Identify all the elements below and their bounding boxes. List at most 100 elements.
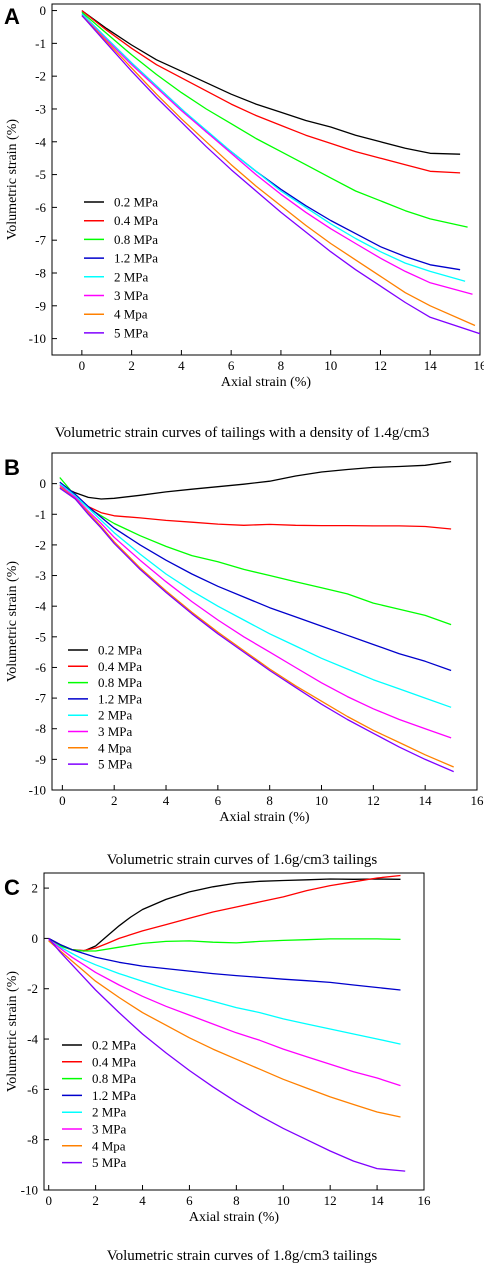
legend-label: 4 Mpa	[114, 307, 148, 322]
y-tick-label: -10	[29, 331, 46, 346]
x-tick-label: 2	[128, 358, 135, 373]
series-line-7	[48, 940, 401, 1118]
y-tick-label: -5	[35, 167, 46, 182]
y-tick-label: -6	[35, 660, 46, 675]
panel-b: B 0 2 4 6 8 10 12 14 16 0 -1 -2 -3 -4 -5 -6 -7 -8 -9 -10 Axia…	[4, 452, 484, 825]
series-line-8	[81, 15, 480, 335]
series-line-3	[59, 477, 452, 626]
y-tick-label: -4	[35, 134, 46, 149]
legend-label: 2 MPa	[98, 708, 133, 723]
legend-label: 4 Mpa	[92, 1138, 126, 1153]
series-line-2	[81, 10, 461, 174]
y-tick-label: -1	[35, 507, 46, 522]
legend-label: 5 MPa	[114, 325, 149, 340]
y-axis-label: Volumetric strain (%)	[5, 971, 20, 1092]
panel-a: A 0 2 4 6 8 10 12 14 16 0 -1 -2 -3 -4 -5 -6 -7 -8 -9 -10 Axia…	[4, 3, 484, 390]
series-line-5	[81, 13, 466, 282]
y-tick-label: -3	[35, 568, 46, 583]
x-tick-label: 10	[277, 1193, 290, 1208]
x-tick-label: 0	[59, 793, 66, 808]
legend-label: 0.8 MPa	[98, 675, 142, 690]
panel-caption: Volumetric strain curves of 1.8g/cm3 tai…	[107, 1248, 378, 1264]
x-tick-label: 16	[471, 793, 484, 808]
series-line-7	[81, 15, 476, 327]
series-line-2	[62, 487, 452, 530]
legend-label: 0.2 MPa	[92, 1038, 136, 1053]
panel-letter: B	[4, 455, 20, 480]
series-line-6	[81, 15, 473, 295]
y-tick-label: -10	[21, 1183, 38, 1198]
y-tick-label: 0	[32, 931, 39, 946]
legend-label: 3 MPa	[98, 724, 133, 739]
series-line-5	[48, 939, 401, 1045]
legend-label: 2 MPa	[114, 269, 149, 284]
x-tick-label: 8	[233, 1193, 240, 1208]
y-tick-label: -5	[35, 629, 46, 644]
series-line-1	[62, 460, 452, 500]
x-tick-label: 10	[315, 793, 328, 808]
x-tick-label: 14	[371, 1193, 385, 1208]
x-axis-label: Axial strain (%)	[221, 375, 312, 390]
panel-caption: Volumetric strain curves of tailings wit…	[55, 425, 430, 441]
y-axis-label: Volumetric strain (%)	[5, 119, 20, 240]
series-line-1	[48, 878, 401, 952]
legend-label: 0.4 MPa	[114, 213, 158, 228]
panel-letter: C	[4, 875, 20, 900]
y-tick-label: -2	[27, 981, 38, 996]
legend-label: 5 MPa	[98, 757, 133, 772]
y-tick-label: -6	[35, 200, 46, 215]
legend-label: 3 MPa	[92, 1122, 127, 1137]
legend-label: 4 Mpa	[98, 740, 132, 755]
series-line-3	[48, 938, 401, 952]
series-line-6	[59, 484, 452, 739]
series-line-8	[59, 487, 454, 773]
y-tick-label: -8	[35, 721, 46, 736]
x-tick-label: 12	[324, 1193, 337, 1208]
series-line-8	[48, 937, 406, 1172]
y-tick-label: -7	[35, 233, 46, 248]
legend-label: 0.8 MPa	[114, 232, 158, 247]
y-tick-label: 2	[32, 881, 39, 896]
panel-letter: A	[4, 4, 20, 29]
plot-frame	[43, 872, 425, 1191]
series-line-4	[59, 481, 452, 672]
x-tick-label: 16	[418, 1193, 432, 1208]
x-tick-label: 16	[474, 358, 484, 373]
series-line-7	[59, 486, 454, 768]
y-tick-label: -8	[35, 265, 46, 280]
legend-label: 0.2 MPa	[98, 643, 142, 658]
legend-label: 5 MPa	[92, 1155, 127, 1170]
series-line-5	[59, 483, 452, 708]
y-tick-label: -7	[35, 691, 46, 706]
y-tick-label: -10	[29, 783, 46, 798]
y-tick-label: -1	[35, 36, 46, 51]
legend-label: 0.8 MPa	[92, 1071, 136, 1086]
x-tick-label: 0	[79, 358, 86, 373]
x-tick-label: 12	[367, 793, 380, 808]
legend-label: 1.2 MPa	[114, 251, 158, 266]
x-tick-label: 8	[278, 358, 285, 373]
series-line-4	[48, 937, 401, 991]
x-tick-label: 8	[266, 793, 273, 808]
y-tick-label: 0	[40, 476, 47, 491]
series-line-1	[81, 10, 461, 155]
x-tick-label: 6	[215, 793, 222, 808]
panel-caption: Volumetric strain curves of 1.6g/cm3 tai…	[107, 852, 378, 868]
x-tick-label: 4	[178, 358, 185, 373]
y-tick-label: -2	[35, 537, 46, 552]
y-tick-label: -2	[35, 69, 46, 84]
y-tick-label: -9	[35, 752, 46, 767]
y-tick-label: -4	[35, 599, 46, 614]
x-tick-label: 10	[324, 358, 337, 373]
x-tick-label: 14	[424, 358, 438, 373]
legend-label: 1.2 MPa	[98, 691, 142, 706]
y-tick-label: -9	[35, 298, 46, 313]
x-tick-label: 2	[111, 793, 118, 808]
x-tick-label: 4	[139, 1193, 146, 1208]
legend-label: 1.2 MPa	[92, 1088, 136, 1103]
legend-label: 0.2 MPa	[114, 195, 158, 210]
x-tick-label: 6	[186, 1193, 193, 1208]
y-tick-label: -6	[27, 1082, 38, 1097]
x-tick-label: 4	[163, 793, 170, 808]
